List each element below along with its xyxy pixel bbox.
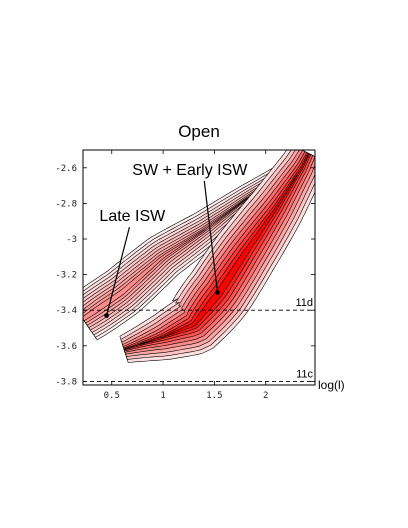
annotation-label-2: Late ISW [99,208,166,225]
x-axis-label: log(l) [318,378,345,392]
contour-band-2-level-9 [124,153,310,350]
y-tick-label: -3 [66,235,77,245]
annotation-leader-1 [203,180,219,293]
y-tick-label: -3.4 [55,306,77,316]
annotation-leader-2 [106,227,131,316]
annotations: SW + Early ISW Late ISW [99,162,248,318]
x-axis-ticks: 0.5 1 1.5 2 [104,150,268,401]
y-tick-label: -2.6 [55,164,77,174]
reference-line-label-11d: 11d [295,297,313,309]
y-tick-label: -2.8 [55,199,77,209]
y-tick-label: -3.6 [55,342,77,352]
x-tick-label: 0.5 [104,391,120,401]
x-tick-label: 1 [160,391,165,401]
x-tick-label: 2 [263,391,268,401]
y-axis-ticks: -2.6 -2.8 -3 -3.2 -3.4 -3.6 -3.8 [55,164,315,387]
reference-lines: 11d 11c [83,297,315,382]
plot-area [83,150,315,385]
y-tick-label: -3.2 [55,271,77,281]
annotation-label-1: SW + Early ISW [132,162,248,179]
y-tick-label: -3.8 [55,377,77,387]
contour-layers [83,150,315,363]
annotation-point-2 [104,313,110,318]
annotation-point-1 [215,290,220,295]
chart-title: Open [178,122,220,141]
plot-frame [82,149,316,386]
reference-line-label-11c: 11c [296,368,313,380]
x-tick-label: 1.5 [206,391,222,401]
